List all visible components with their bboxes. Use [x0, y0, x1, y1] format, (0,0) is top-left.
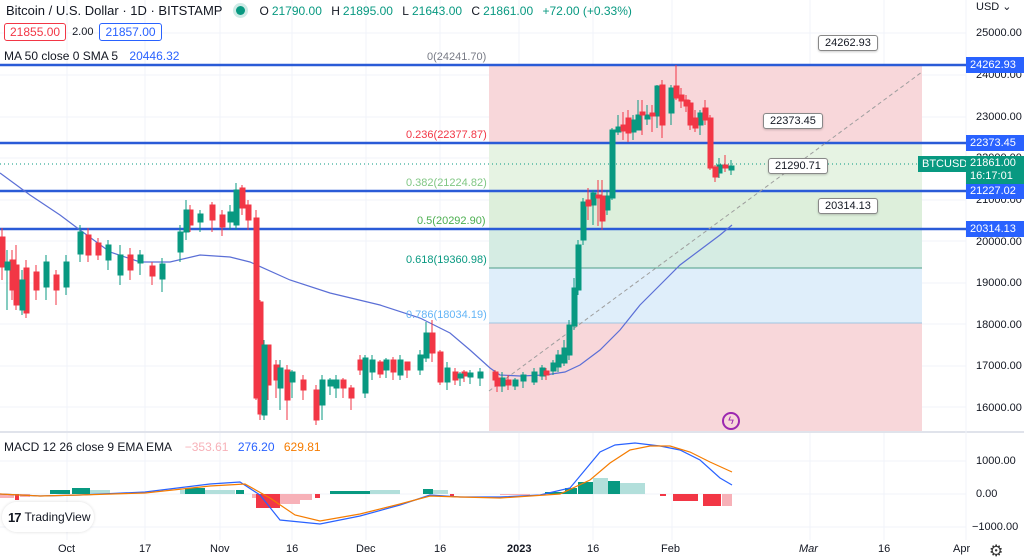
price-tick: 20000.00	[976, 236, 1022, 248]
time-tick: 2023	[507, 543, 532, 555]
fibonacci-zones	[489, 65, 922, 431]
horizontal-levels	[0, 63, 966, 231]
time-tick: Dec	[356, 543, 376, 555]
currency-selector[interactable]: USD ⌄	[976, 1, 1012, 13]
macd-indicator-legend[interactable]: MACD 12 26 close 9 EMA EMA −353.61 276.2…	[4, 440, 321, 454]
symbol-tag: BTCUSD	[918, 156, 972, 172]
spread-value: 2.00	[72, 26, 94, 38]
buy-sell-panel: 21855.00 2.00 21857.00	[4, 23, 162, 41]
fib-level-0: 0(24241.70)	[427, 51, 487, 63]
ma-line	[0, 172, 733, 377]
price-change: +72.00 (+0.33%)	[542, 3, 632, 18]
price-tick: 18000.00	[976, 319, 1022, 331]
buy-button[interactable]: 21857.00	[99, 23, 162, 41]
ma-label: MA 50 close 0 SMA 5	[4, 49, 119, 63]
market-open-status-icon	[236, 6, 246, 15]
time-tick: Mar	[799, 543, 818, 555]
price-tick: 19000.00	[976, 277, 1022, 289]
macd-tick: −1000.00	[972, 521, 1019, 533]
fib-level-0786: 0.786(18034.19)	[406, 309, 487, 321]
time-tick: 16	[587, 543, 600, 555]
price-tick: 17000.00	[976, 360, 1022, 372]
time-tick: 16	[878, 543, 891, 555]
ma-indicator-legend[interactable]: MA 50 close 0 SMA 5 20446.32	[4, 49, 179, 63]
price-callout[interactable]: 24262.93	[818, 35, 878, 51]
macd-tick: 1000.00	[976, 455, 1016, 467]
price-tick: 25000.00	[976, 27, 1022, 39]
symbol-title: Bitcoin / U.S. Dollar · 1D · BITSTAMP	[6, 3, 223, 18]
tradingview-logo[interactable]: 17 TradingView	[2, 502, 94, 532]
fib-level-0382: 0.382(21224.82)	[406, 177, 487, 189]
signal-line	[0, 445, 733, 522]
current-price: 21861.00	[970, 157, 1016, 169]
price-callout[interactable]: 20314.13	[818, 198, 878, 214]
macd-signal-value: 629.81	[283, 440, 321, 454]
settings-gear-icon[interactable]: ⚙	[989, 543, 1004, 560]
time-tick: Feb	[661, 543, 680, 555]
price-callout[interactable]: 21290.71	[768, 158, 828, 174]
fib-level-05: 0.5(20292.90)	[417, 215, 486, 227]
time-tick: 16	[286, 543, 299, 555]
time-tick: Nov	[210, 543, 230, 555]
sell-button[interactable]: 21855.00	[4, 23, 67, 41]
current-price-tag: 21861.00 16:17:01	[966, 156, 1024, 184]
macd-histogram	[0, 478, 732, 508]
price-tick: 23000.00	[976, 111, 1022, 123]
trend-line	[488, 71, 923, 392]
level-price-tag: 22373.45	[966, 135, 1024, 151]
time-tick: 16	[434, 543, 447, 555]
time-tick: 17	[139, 543, 152, 555]
fib-level-0618: 0.618(19360.98)	[406, 254, 487, 266]
level-price-tag: 20314.13	[966, 221, 1024, 237]
time-tick: Apr	[953, 543, 971, 555]
fib-level-0236: 0.236(22377.87)	[406, 129, 487, 141]
price-callout[interactable]: 22373.45	[763, 113, 823, 129]
price-tick: 16000.00	[976, 402, 1022, 414]
macd-value: 276.20	[237, 440, 275, 454]
ma-value: 20446.32	[129, 49, 180, 63]
candles	[0, 65, 735, 425]
macd-histogram-value: −353.61	[184, 440, 229, 454]
ohlc-values: O 21790.00 H 21895.00 L 21643.00 C 21861.00 …	[259, 3, 632, 18]
tradingview-logo-text: TradingView	[24, 510, 91, 524]
time-tick: Oct	[58, 543, 76, 555]
tradingview-mark-icon: 17	[8, 509, 22, 525]
level-price-tag: 21227.02	[966, 183, 1024, 199]
level-price-tag: 24262.93	[966, 57, 1024, 73]
macd-label: MACD 12 26 close 9 EMA EMA	[4, 440, 172, 454]
lightning-event-icon[interactable]: ϟ	[722, 412, 740, 430]
bar-countdown: 16:17:01	[970, 170, 1013, 182]
macd-tick: 0.00	[976, 488, 998, 500]
